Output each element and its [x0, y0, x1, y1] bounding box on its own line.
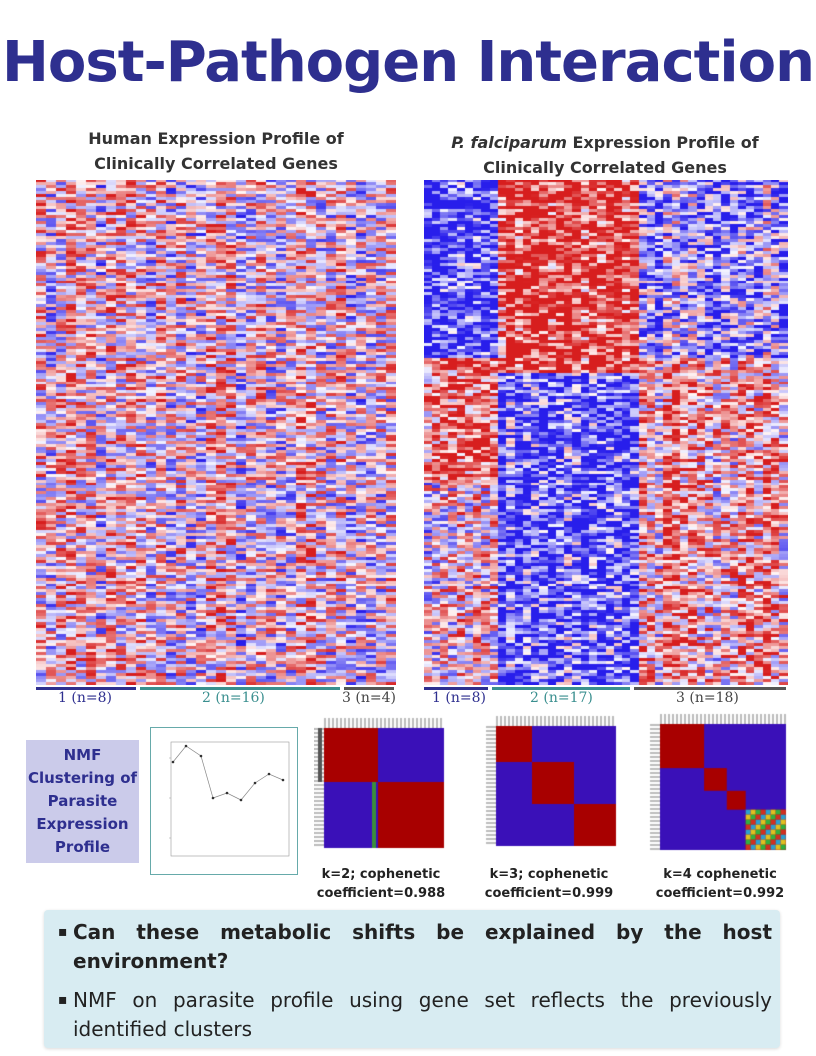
consensus-k2-label: k=2; cophenetic coefficient=0.988	[306, 865, 456, 903]
consensus-matrix-k4	[640, 712, 790, 862]
human-title-line1: Human Expression Profile of	[88, 129, 344, 148]
bullet-item-2: ▪ NMF on parasite profile using gene set…	[58, 986, 772, 1044]
human-cluster-1-bar	[36, 687, 136, 690]
bullet-square-icon: ▪	[58, 992, 68, 1008]
page-title: Host-Pathogen Interaction	[2, 30, 815, 95]
k4-label-line2: coefficient=0.992	[655, 886, 785, 901]
human-cluster-3-bar	[344, 687, 394, 690]
parasite-panel-title: P. falciparum Expression Profile of Clin…	[420, 130, 790, 180]
nmf-clustering-label: NMF Clustering of Parasite Expression Pr…	[26, 740, 139, 863]
parasite-cluster-3-bar	[634, 687, 786, 690]
parasite-cluster-1-label: 1 (n=8)	[432, 690, 486, 706]
parasite-cluster-1-bar	[424, 687, 488, 690]
consensus-matrix-k3	[480, 712, 620, 862]
bullet-square-icon: ▪	[58, 924, 68, 940]
plot-frame	[170, 741, 290, 857]
parasite-heatmap	[424, 180, 788, 685]
parasite-cluster-3-label: 3 (n=18)	[676, 690, 739, 706]
bullet-box: ▪ Can these metabolic shifts be explaine…	[44, 910, 780, 1048]
k3-label-line2: coefficient=0.999	[484, 886, 614, 901]
human-cluster-2-label: 2 (n=16)	[202, 690, 265, 706]
k3-label-line1: k=3; cophenetic	[489, 867, 609, 882]
bullet-item-1: ▪ Can these metabolic shifts be explaine…	[58, 918, 772, 976]
bullet-text-2: NMF on parasite profile using gene set r…	[73, 988, 772, 1041]
parasite-cluster-2-label: 2 (n=17)	[530, 690, 593, 706]
cophenetic-plot	[150, 727, 298, 875]
k4-label-line1: k=4 cophenetic	[663, 867, 777, 882]
human-panel-title: Human Expression Profile of Clinically C…	[36, 126, 396, 176]
consensus-k3-label: k=3; cophenetic coefficient=0.999	[474, 865, 624, 903]
bullet-text-1: Can these metabolic shifts be explained …	[73, 920, 772, 973]
cophenetic-line	[172, 745, 284, 801]
parasite-title-line2: Clinically Correlated Genes	[483, 158, 727, 177]
parasite-cluster-2-bar	[492, 687, 630, 690]
parasite-title-italic: P. falciparum	[451, 133, 567, 152]
consensus-k4-label: k=4 cophenetic coefficient=0.992	[645, 865, 795, 903]
k2-label-line1: k=2; cophenetic	[321, 867, 441, 882]
nmf-clustering-text: NMF Clustering of Parasite Expression Pr…	[27, 746, 138, 856]
k2-label-line2: coefficient=0.988	[316, 886, 446, 901]
human-cluster-1-label: 1 (n=8)	[58, 690, 112, 706]
cophenetic-points	[171, 744, 285, 802]
human-cluster-3-label: 3 (n=4)	[342, 690, 396, 706]
cophenetic-plot-svg	[169, 741, 290, 857]
human-cluster-2-bar	[140, 687, 340, 690]
parasite-title-line1: Expression Profile of	[566, 133, 759, 152]
human-title-line2: Clinically Correlated Genes	[94, 154, 338, 173]
consensus-matrix-k2	[314, 712, 448, 862]
human-heatmap	[36, 180, 396, 685]
